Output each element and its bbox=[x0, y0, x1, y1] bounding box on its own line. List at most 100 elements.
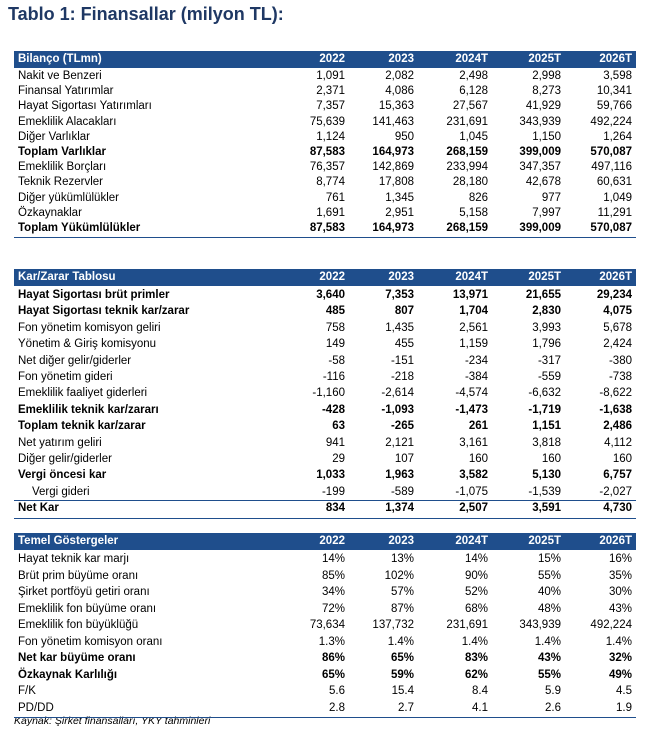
cell-value: 73,634 bbox=[309, 619, 345, 631]
cell-value: 2025T bbox=[528, 271, 561, 283]
cell-value: -1,160 bbox=[312, 387, 345, 400]
row-label: Vergi öncesi kar bbox=[18, 469, 107, 482]
row-label: Net diğer gelir/giderler bbox=[18, 354, 132, 367]
table-row: Toplam teknik kar/zarar 63 -265 261 1,151 2,4… bbox=[14, 418, 636, 434]
cell-value: 86% bbox=[321, 652, 345, 664]
table-row: Emeklilik faaliyet giderleri -1,160 -2,614… bbox=[14, 385, 636, 401]
cell-value: 2022 bbox=[319, 53, 345, 65]
cell-value: 164,973 bbox=[372, 222, 414, 234]
row-label: Net Kar bbox=[18, 502, 59, 515]
cell-value: 2,951 bbox=[385, 206, 414, 219]
cell-value: 15.4 bbox=[391, 685, 414, 697]
cell-value: 1,045 bbox=[459, 130, 488, 143]
cell-value: 142,869 bbox=[372, 161, 414, 174]
row-label: Yönetim & Giriş komisyonu bbox=[18, 338, 157, 351]
table-row: Diğer gelir/giderler 29 107 160 160 160 bbox=[14, 451, 636, 467]
cell-value: 2.6 bbox=[545, 701, 561, 714]
cell-value: 941 bbox=[325, 436, 345, 449]
row-label: Toplam Yükümlülükler bbox=[18, 222, 141, 234]
cell-value: 141,463 bbox=[372, 115, 414, 128]
cell-value: -1,473 bbox=[455, 403, 488, 416]
table-row: Net yatırım geliri 941 2,121 3,161 3,818 4,11… bbox=[14, 435, 636, 451]
cell-value: 34% bbox=[321, 586, 345, 598]
cell-value: 2.7 bbox=[398, 701, 414, 714]
cell-value: 7,357 bbox=[316, 100, 345, 113]
cell-value: 231,691 bbox=[446, 115, 488, 128]
row-label: Brüt prim büyüme oranı bbox=[18, 569, 139, 582]
cell-value: 76,357 bbox=[309, 161, 345, 174]
cell-value: -738 bbox=[608, 371, 632, 383]
cell-value: 2024T bbox=[455, 535, 488, 547]
cell-value: -428 bbox=[321, 403, 345, 416]
cell-value: -199 bbox=[321, 485, 345, 498]
row-label: Emeklilik teknik kar/zararı bbox=[18, 403, 159, 416]
table-row: Şirket portföyü getiri oranı 34% 57% 52% 40%… bbox=[14, 584, 636, 601]
table-row: Fon yönetim komisyon geliri 758 1,435 2,561… bbox=[14, 320, 636, 336]
row-label: Diğer yükümlülükler bbox=[18, 191, 119, 204]
cell-value: 3,591 bbox=[532, 502, 561, 515]
table-row: Diğer yükümlülükler 761 1,345 826 977 1,049 bbox=[14, 191, 636, 206]
table-row: Özkaynaklar 1,691 2,951 5,158 7,997 11,291 bbox=[14, 206, 636, 221]
cell-value: 55% bbox=[537, 569, 561, 582]
cell-value: 497,116 bbox=[591, 161, 632, 174]
cell-value: 40% bbox=[537, 586, 561, 598]
cell-value: 2,121 bbox=[385, 436, 414, 449]
table-row: Hayat Sigortası teknik kar/zarar 485 807 1,… bbox=[14, 303, 636, 319]
cell-value: 4,730 bbox=[603, 502, 632, 515]
cell-value: 8,774 bbox=[316, 176, 345, 189]
cell-value: 2.8 bbox=[329, 701, 345, 714]
table-row: Fon yönetim komisyon oranı 1.3% 1.4% 1.4% 1.… bbox=[14, 634, 636, 651]
cell-value: 7,353 bbox=[385, 289, 414, 301]
row-label: Şirket portföyü getiri oranı bbox=[18, 586, 150, 598]
table-row: Emeklilik fon büyüme oranı 72% 87% 68% 48% 43… bbox=[14, 601, 636, 618]
rule bbox=[14, 237, 636, 239]
cell-value: 4.1 bbox=[472, 701, 488, 714]
table-row: Fon yönetim gideri -116 -218 -384 -559 -738 bbox=[14, 369, 636, 385]
cell-value: 107 bbox=[394, 453, 414, 465]
row-label: Emeklilik fon büyüklüğü bbox=[18, 619, 139, 631]
table-row: Hayat Sigortası Yatırımları 7,357 15,363 27… bbox=[14, 99, 636, 114]
cell-value: 1.9 bbox=[616, 701, 632, 714]
cell-value: 1,796 bbox=[532, 338, 561, 351]
cell-value: 2022 bbox=[319, 535, 345, 547]
cell-value: 4,112 bbox=[604, 436, 632, 449]
cell-value: -8,622 bbox=[599, 387, 632, 400]
cell-value: 1,704 bbox=[459, 305, 488, 318]
cell-value: 15% bbox=[537, 553, 561, 565]
cell-value: 29,234 bbox=[596, 289, 632, 301]
cell-value: 41,929 bbox=[525, 100, 561, 113]
cell-value: 21,655 bbox=[525, 289, 561, 301]
cell-value: 3,640 bbox=[316, 289, 345, 301]
cell-value: 27,567 bbox=[452, 100, 488, 113]
table-row: F/K 5.6 15.4 8.4 5.9 4.5 bbox=[14, 683, 636, 700]
row-label: Diğer Varlıklar bbox=[18, 130, 90, 143]
cell-value: 807 bbox=[394, 305, 414, 318]
cell-value: 570,087 bbox=[590, 222, 632, 234]
cell-value: 11,291 bbox=[597, 206, 632, 219]
cell-value: -4,574 bbox=[455, 387, 488, 400]
cell-value: 2024T bbox=[455, 53, 488, 65]
cell-value: 85% bbox=[321, 569, 345, 582]
cell-value: 231,691 bbox=[446, 619, 488, 631]
row-label: Bilanço (TLmn) bbox=[18, 53, 102, 65]
cell-value: 137,732 bbox=[372, 619, 414, 631]
row-label: Özkaynak Karlılığı bbox=[18, 668, 118, 681]
cell-value: 5,130 bbox=[532, 469, 561, 482]
cell-value: 6,757 bbox=[603, 469, 632, 482]
table-row: Brüt prim büyüme oranı 85% 102% 90% 55% 35% bbox=[14, 568, 636, 585]
cell-value: 13,971 bbox=[452, 289, 488, 301]
table-row: Hayat teknik kar marjı 14% 13% 14% 15% 16% bbox=[14, 551, 636, 568]
cell-value: 10,341 bbox=[596, 85, 632, 98]
cell-value: 59% bbox=[390, 668, 414, 681]
cell-value: 65% bbox=[321, 668, 345, 681]
cell-value: -559 bbox=[537, 371, 561, 383]
row-label: Toplam Varlıklar bbox=[18, 146, 106, 158]
cell-value: 32% bbox=[608, 652, 632, 664]
row-label: Özkaynaklar bbox=[18, 206, 82, 219]
cell-value: -151 bbox=[390, 354, 414, 367]
cell-value: 52% bbox=[464, 586, 488, 598]
cell-value: 343,939 bbox=[519, 619, 561, 631]
rule bbox=[14, 499, 636, 501]
cell-value: 4,086 bbox=[385, 85, 414, 98]
